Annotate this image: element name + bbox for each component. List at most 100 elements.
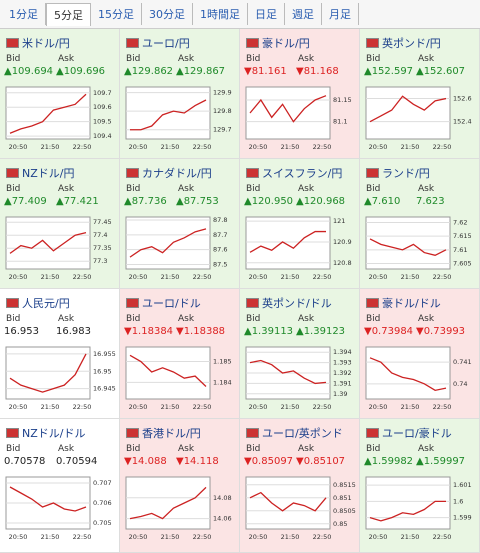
pair-link[interactable]: ユーロ/豪ドル (366, 425, 452, 441)
pair-link[interactable]: カナダドル/円 (126, 165, 212, 181)
y-tick-label: 0.74 (453, 380, 467, 388)
x-tick-label: 22:50 (313, 143, 332, 151)
pair-link[interactable]: NZドル/円 (6, 165, 74, 181)
bid-label: Bid (246, 444, 261, 454)
rate-card: ユーロ/豪ドル Bid Ask ▲1.59982 ▲1.59997 1.601 1.6 1.5… (360, 419, 480, 553)
pair-link[interactable]: ランド/円 (366, 165, 430, 181)
tab-bar: 1分足 5分足 15分足 30分足 1時間足 日足 週足 月足 (0, 0, 480, 29)
rate-card: 豪ドル/ドル Bid Ask ▼0.73984 ▼0.73993 0.741 0.74 20:… (360, 289, 480, 419)
ask-value: ▲129.867 (176, 66, 226, 77)
y-tick-label: 7.615 (453, 232, 472, 240)
flag-icon (246, 298, 259, 308)
ask-label: Ask (178, 314, 195, 324)
mini-chart: 1.394 1.393 1.392 1.391 1.39 20:50 21:50 22:50 (245, 346, 352, 411)
x-tick-label: 21:50 (161, 143, 180, 151)
pair-link[interactable]: 人民元/円 (6, 295, 70, 311)
pair-link[interactable]: 英ポンド/ドル (246, 295, 332, 311)
y-tick-label: 0.8505 (333, 507, 356, 515)
ask-value: ▼14.118 (176, 456, 219, 467)
plot-frame (245, 216, 331, 270)
price-line (369, 357, 447, 392)
x-tick-label: 20:50 (129, 533, 148, 541)
bid-value: ▲109.694 (4, 66, 54, 77)
tab[interactable]: 週足 (285, 3, 322, 25)
ask-label: Ask (58, 314, 75, 324)
rate-card: 人民元/円 Bid Ask 16.953 16.983 16.955 16.95 16.945… (0, 289, 120, 419)
x-tick-label: 21:50 (401, 273, 420, 281)
ask-value: 0.70594 (56, 456, 98, 467)
plot-frame (125, 476, 211, 530)
bid-label: Bid (6, 314, 21, 324)
x-tick-label: 22:50 (433, 273, 452, 281)
flag-icon (246, 38, 259, 48)
x-tick-label: 20:50 (369, 533, 388, 541)
bid-value: ▲1.39113 (244, 326, 294, 337)
y-tick-label: 1.601 (453, 481, 472, 489)
pair-name: 豪ドル/ドル (382, 297, 441, 310)
bid-value: ▼0.73984 (364, 326, 414, 337)
y-tick-label: 16.955 (93, 350, 116, 358)
x-tick-label: 21:50 (41, 143, 60, 151)
y-tick-label: 16.945 (93, 385, 116, 393)
rate-card: 豪ドル/円 Bid Ask ▼81.161 ▼81.168 81.15 81.1 20:50 2… (240, 29, 360, 159)
flag-icon (6, 298, 19, 308)
pair-link[interactable]: ユーロ/ドル (126, 295, 201, 311)
y-tick-label: 152.4 (453, 118, 472, 126)
y-tick-label: 109.7 (93, 89, 112, 97)
pair-link[interactable]: スイスフラン/円 (246, 165, 342, 181)
x-tick-label: 21:50 (401, 533, 420, 541)
pair-link[interactable]: ユーロ/円 (126, 35, 190, 51)
ask-value: ▲1.39123 (296, 326, 346, 337)
y-tick-label: 152.6 (453, 95, 472, 103)
mini-chart: 129.9 129.8 129.7 20:50 21:50 22:50 (125, 86, 232, 151)
x-tick-label: 20:50 (369, 273, 388, 281)
bid-label: Bid (366, 54, 381, 64)
y-tick-label: 0.705 (93, 519, 112, 527)
bid-label: Bid (246, 314, 261, 324)
price-line (9, 93, 87, 134)
ask-value: ▼0.85107 (296, 456, 346, 467)
pair-link[interactable]: NZドル/ドル (6, 425, 85, 441)
pair-link[interactable]: 豪ドル/円 (246, 35, 310, 51)
pair-name: 英ポンド/円 (382, 37, 441, 50)
pair-link[interactable]: 英ポンド/円 (366, 35, 441, 51)
tab[interactable]: 月足 (322, 3, 359, 25)
ask-value: ▼81.168 (296, 66, 339, 77)
pair-link[interactable]: 香港ドル/円 (126, 425, 201, 441)
y-tick-label: 81.15 (333, 96, 352, 104)
tab[interactable]: 1時間足 (193, 3, 248, 25)
x-tick-label: 21:50 (161, 273, 180, 281)
pair-link[interactable]: ユーロ/英ポンド (246, 425, 343, 441)
ask-label: Ask (418, 314, 435, 324)
ask-value: ▲77.421 (56, 196, 99, 207)
flag-icon (6, 168, 19, 178)
x-tick-label: 22:50 (73, 403, 92, 411)
price-line (249, 359, 327, 385)
y-tick-label: 87.7 (213, 231, 227, 239)
x-tick-label: 22:50 (73, 533, 92, 541)
bid-value: ▼0.85097 (244, 456, 294, 467)
y-tick-label: 121 (333, 217, 345, 225)
pair-link[interactable]: 豪ドル/ドル (366, 295, 441, 311)
pair-name: ユーロ/円 (142, 37, 190, 50)
y-tick-label: 1.6 (453, 497, 463, 505)
mini-chart: 0.8515 0.851 0.8505 0.85 20:50 21:50 22:50 (245, 476, 356, 541)
pair-link[interactable]: 米ドル/円 (6, 35, 70, 51)
y-tick-label: 81.1 (333, 118, 347, 126)
tab[interactable]: 30分足 (142, 3, 193, 25)
tab[interactable]: 5分足 (46, 2, 91, 26)
ask-label: Ask (178, 184, 195, 194)
price-line (249, 491, 327, 512)
y-tick-label: 0.8515 (333, 481, 356, 489)
rate-card: 香港ドル/円 Bid Ask ▼14.088 ▼14.118 14.08 14.06 20:5… (120, 419, 240, 553)
bid-label: Bid (6, 54, 21, 64)
x-tick-label: 21:50 (281, 403, 300, 411)
rate-card: 英ポンド/円 Bid Ask ▲152.597 ▲152.607 152.6 152.4 20… (360, 29, 480, 159)
plot-frame (5, 86, 91, 140)
x-tick-label: 20:50 (129, 403, 148, 411)
tab[interactable]: 1分足 (2, 3, 46, 25)
bid-value: ▲120.950 (244, 196, 294, 207)
price-line (249, 95, 327, 123)
tab[interactable]: 15分足 (91, 3, 142, 25)
tab[interactable]: 日足 (248, 3, 285, 25)
